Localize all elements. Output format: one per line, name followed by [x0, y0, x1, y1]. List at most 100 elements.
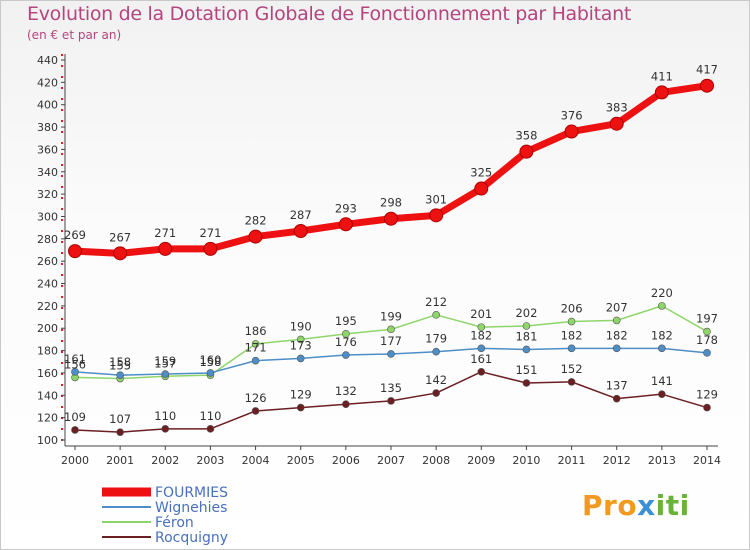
- data-point: [432, 389, 440, 397]
- data-point: [654, 85, 669, 100]
- data-label: 182: [470, 328, 492, 342]
- data-point: [296, 335, 305, 344]
- x-tick-label: 2005: [287, 454, 315, 467]
- data-label: 176: [335, 335, 357, 349]
- data-point: [116, 428, 124, 436]
- data-label: 151: [515, 363, 537, 377]
- data-point: [338, 217, 353, 232]
- y-tick-label: 440: [37, 54, 58, 67]
- data-point: [477, 368, 486, 376]
- data-label: 202: [515, 306, 537, 320]
- data-point: [342, 351, 350, 359]
- data-label: 271: [154, 226, 176, 240]
- y-tick-label: 200: [37, 322, 58, 335]
- data-point: [248, 229, 263, 244]
- data-label: 141: [651, 374, 673, 388]
- data-point: [251, 407, 260, 415]
- data-label: 182: [651, 328, 673, 342]
- data-label: 157: [154, 356, 176, 370]
- data-point: [522, 379, 531, 387]
- data-point: [384, 211, 398, 226]
- y-tick-label: 360: [37, 143, 58, 156]
- data-label: 201: [470, 307, 492, 321]
- data-point: [658, 302, 666, 310]
- y-tick-label: 340: [37, 166, 58, 179]
- x-tick-label: 2009: [467, 454, 495, 467]
- data-label: 197: [696, 312, 718, 326]
- data-point: [342, 400, 350, 409]
- data-label: 206: [561, 302, 583, 316]
- data-label: 179: [425, 332, 447, 346]
- data-point: [658, 344, 666, 353]
- data-label: 181: [515, 329, 537, 343]
- y-tick-label: 180: [37, 345, 58, 358]
- data-label: 126: [245, 391, 267, 405]
- x-tick-label: 2012: [603, 454, 631, 467]
- x-tick-label: 2000: [61, 454, 89, 467]
- data-label: 135: [380, 381, 402, 395]
- data-label: 417: [696, 63, 718, 77]
- x-tick-label: 2013: [648, 454, 676, 467]
- data-label: 186: [245, 324, 267, 338]
- data-point: [387, 325, 395, 334]
- y-tick-label: 380: [37, 121, 58, 134]
- data-point: [567, 317, 576, 326]
- data-label: 156: [64, 357, 86, 371]
- data-point: [658, 390, 666, 398]
- data-labels: 269 267 271 271 282 287 293 298 301 325 358 376 383 4…: [64, 63, 718, 426]
- chart-title: Evolution de la Dotation Globale de Fonc…: [27, 3, 632, 25]
- data-label: 212: [425, 295, 447, 309]
- data-point: [474, 181, 489, 196]
- data-label: 129: [290, 388, 312, 402]
- data-point: [296, 403, 305, 412]
- data-point: [432, 311, 440, 319]
- data-label: 298: [380, 196, 402, 210]
- data-point: [116, 371, 124, 379]
- data-point: [703, 327, 711, 336]
- x-tick-label: 2008: [422, 454, 450, 467]
- data-label: 287: [290, 208, 312, 222]
- data-point: [429, 208, 444, 223]
- x-tick-label: 2001: [106, 454, 134, 467]
- data-label: 293: [335, 201, 357, 215]
- data-point: [432, 347, 440, 356]
- data-point: [564, 124, 579, 139]
- data-point: [522, 345, 531, 354]
- data-point: [251, 340, 260, 348]
- axes: 100 120 140 160 180 200 220 240 260 280 300 320 340 3…: [37, 54, 721, 467]
- data-label: 160: [199, 353, 221, 367]
- data-point: [609, 116, 624, 131]
- data-label: 132: [335, 384, 357, 398]
- data-point: [68, 244, 82, 259]
- data-label: 173: [290, 338, 312, 352]
- y-tick-label: 320: [37, 188, 58, 201]
- data-label: 220: [651, 286, 673, 300]
- data-label: 161: [470, 352, 492, 366]
- data-point: [612, 394, 621, 403]
- data-point: [161, 425, 170, 433]
- data-label: 376: [561, 109, 583, 123]
- legend-label-féron: Féron: [155, 515, 194, 531]
- data-point: [703, 349, 711, 357]
- data-label: 190: [290, 319, 312, 333]
- data-point: [251, 356, 260, 365]
- y-tick-label: 240: [37, 278, 58, 291]
- data-label: 325: [470, 166, 492, 180]
- data-label: 358: [515, 129, 537, 143]
- data-label: 195: [335, 314, 357, 328]
- data-label: 383: [606, 101, 628, 115]
- data-label: 177: [380, 334, 402, 348]
- data-point: [387, 350, 395, 358]
- data-point: [612, 344, 621, 353]
- proxiti-logo: Proxiti: [582, 489, 690, 522]
- data-label: 142: [425, 373, 447, 387]
- data-point: [206, 425, 215, 433]
- data-label: 109: [64, 410, 86, 424]
- data-point: [203, 241, 218, 256]
- legend-label-fourmies: FOURMIES: [155, 485, 228, 501]
- data-point: [387, 397, 395, 405]
- data-point: [703, 403, 711, 412]
